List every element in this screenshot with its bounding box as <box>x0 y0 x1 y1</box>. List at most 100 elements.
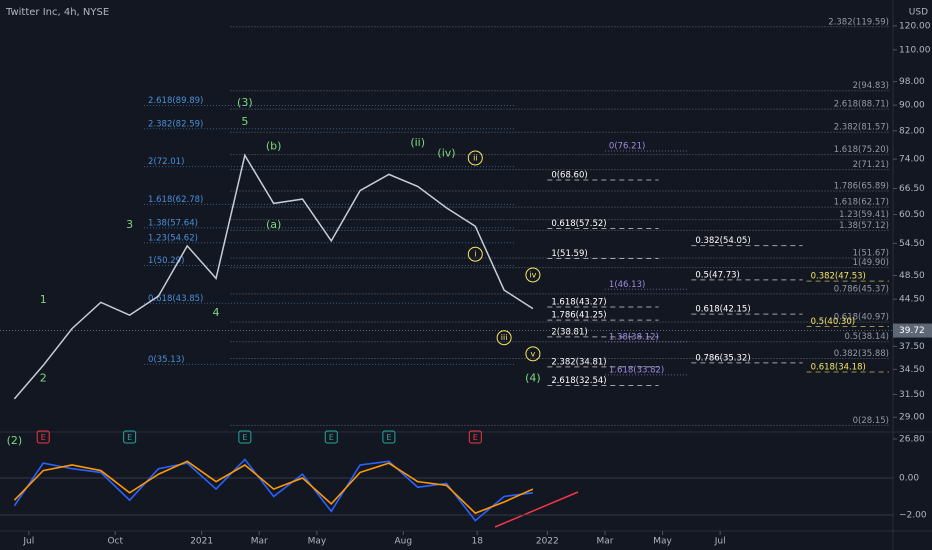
earnings-marker <box>324 430 338 444</box>
earnings-marker <box>238 430 252 444</box>
fib-label: 1.618(33.82) <box>609 365 664 375</box>
fib-label: 2.618(88.71) <box>834 100 889 110</box>
earnings-label: E <box>386 433 391 442</box>
x-tick-label: Oct <box>107 537 123 547</box>
wave-label: v <box>531 349 536 358</box>
fib-label: 0(35.13) <box>148 355 184 365</box>
fib-label: 0.5(47.73) <box>695 270 739 280</box>
fib-label: 1.23(54.62) <box>148 233 198 243</box>
fib-label: 0(76.21) <box>609 141 645 151</box>
wave-label: i <box>474 250 476 259</box>
fib-label: 2(38.81) <box>551 327 587 337</box>
wave-label: iii <box>501 333 508 342</box>
earnings-label: E <box>41 433 46 442</box>
wave-label: 1 <box>40 293 47 306</box>
x-tick-label: 2022 <box>536 537 559 547</box>
y-tick-label: 34.50 <box>899 365 925 375</box>
fib-label: 1.23(59.41) <box>839 210 889 220</box>
wave-label: 4 <box>213 306 220 319</box>
osc-line <box>13 460 534 515</box>
fib-label: 1(50.29) <box>148 256 184 266</box>
fib-label: 0.786(35.32) <box>695 353 750 363</box>
x-tick-label: Mar <box>596 537 613 547</box>
fib-label: 2(72.01) <box>148 157 184 167</box>
fib-label: 1.786(41.25) <box>551 311 606 321</box>
earnings-label: E <box>127 433 132 442</box>
fib-label: 0.786(45.37) <box>834 284 889 294</box>
x-tick-label: 18 <box>472 537 484 547</box>
fib-label: 1.618(62.78) <box>148 195 203 205</box>
earnings-marker <box>382 430 396 444</box>
fib-label: 1.618(75.20) <box>834 145 889 155</box>
y-tick-label: 29.00 <box>899 413 925 423</box>
y-tick-label: 54.50 <box>899 239 925 249</box>
x-tick-label: 2021 <box>190 537 213 547</box>
wave-label: ii <box>473 153 477 162</box>
fib-label: 0.382(35.88) <box>834 349 889 359</box>
wave-circle <box>525 346 541 362</box>
currency: USD <box>909 8 928 18</box>
wave-circle <box>467 150 483 166</box>
earnings-marker <box>468 430 482 444</box>
fib-label: 1.618(62.17) <box>834 198 889 208</box>
wave-label: 5 <box>241 115 248 128</box>
fib-label: 2.382(119.59) <box>828 17 889 27</box>
wave-label: (b) <box>266 139 282 152</box>
y-tick-label: 44.50 <box>899 295 925 305</box>
y-tick-label: 26.80 <box>899 434 925 444</box>
y-tick-label: 98.00 <box>899 77 925 87</box>
y-tick-label: 82.00 <box>899 126 925 136</box>
fib-label: 0.618(42.15) <box>695 305 750 315</box>
osc-tick-label: −2.00 <box>899 511 927 521</box>
y-tick-label: 37.50 <box>899 342 925 352</box>
wave-label: (4) <box>525 371 541 384</box>
earnings-label: E <box>329 433 334 442</box>
wave-label: (iv) <box>437 147 455 160</box>
fib-label: 1.618(43.27) <box>551 297 606 307</box>
fib-label: 1(51.67) <box>853 249 889 259</box>
earnings-label: E <box>242 433 247 442</box>
last-price-box <box>893 323 932 338</box>
wave-label: (2) <box>7 434 23 447</box>
wave-circle <box>467 246 483 262</box>
fib-label: 2.618(89.89) <box>148 96 203 106</box>
fib-label: 0.618(40.97) <box>834 313 889 323</box>
price-line <box>13 153 534 400</box>
fib-label: 2.618(32.54) <box>551 376 606 386</box>
fib-label: 0(68.60) <box>551 170 587 180</box>
y-tick-label: 120.00 <box>899 21 931 31</box>
y-tick-label: 66.50 <box>899 184 925 194</box>
fib-label: 0.5(40.30) <box>811 317 855 327</box>
fib-label: 1(49.90) <box>853 258 889 268</box>
x-tick-label: Jul <box>714 537 726 547</box>
fib-label: 2(71.21) <box>853 160 889 170</box>
x-tick-label: May <box>653 537 672 547</box>
fib-label: 1.786(65.89) <box>834 182 889 192</box>
fib-label: 2.382(34.81) <box>551 357 606 367</box>
fib-label: 0.618(34.18) <box>811 362 866 372</box>
wave-label: 2 <box>40 371 47 384</box>
trend-line <box>494 491 579 528</box>
osc-line <box>13 458 534 522</box>
fib-label: 0.618(43.85) <box>148 294 203 304</box>
fib-label: 0.5(38.14) <box>845 332 889 342</box>
fib-label: 1.38(38.12) <box>609 332 659 342</box>
x-tick-label: May <box>308 537 327 547</box>
wave-circle <box>525 267 541 283</box>
y-tick-label: 90.00 <box>899 101 925 111</box>
fib-label: 0(28.15) <box>853 416 889 426</box>
wave-label: (ii) <box>410 136 425 149</box>
wave-label: (a) <box>266 218 281 231</box>
fib-label: 0.382(47.53) <box>811 272 866 282</box>
wave-label: (3) <box>237 96 253 109</box>
y-tick-label: 31.50 <box>899 390 925 400</box>
fib-label: 1.38(57.12) <box>839 221 889 231</box>
earnings-label: E <box>473 433 478 442</box>
wave-label: 3 <box>126 218 133 231</box>
fib-label: 1(51.59) <box>551 249 587 259</box>
last-price-label: 39.72 <box>899 326 925 336</box>
osc-tick-label: 0.00 <box>899 473 919 483</box>
x-tick-label: Aug <box>395 537 413 547</box>
fib-label: 0.618(57.52) <box>551 219 606 229</box>
